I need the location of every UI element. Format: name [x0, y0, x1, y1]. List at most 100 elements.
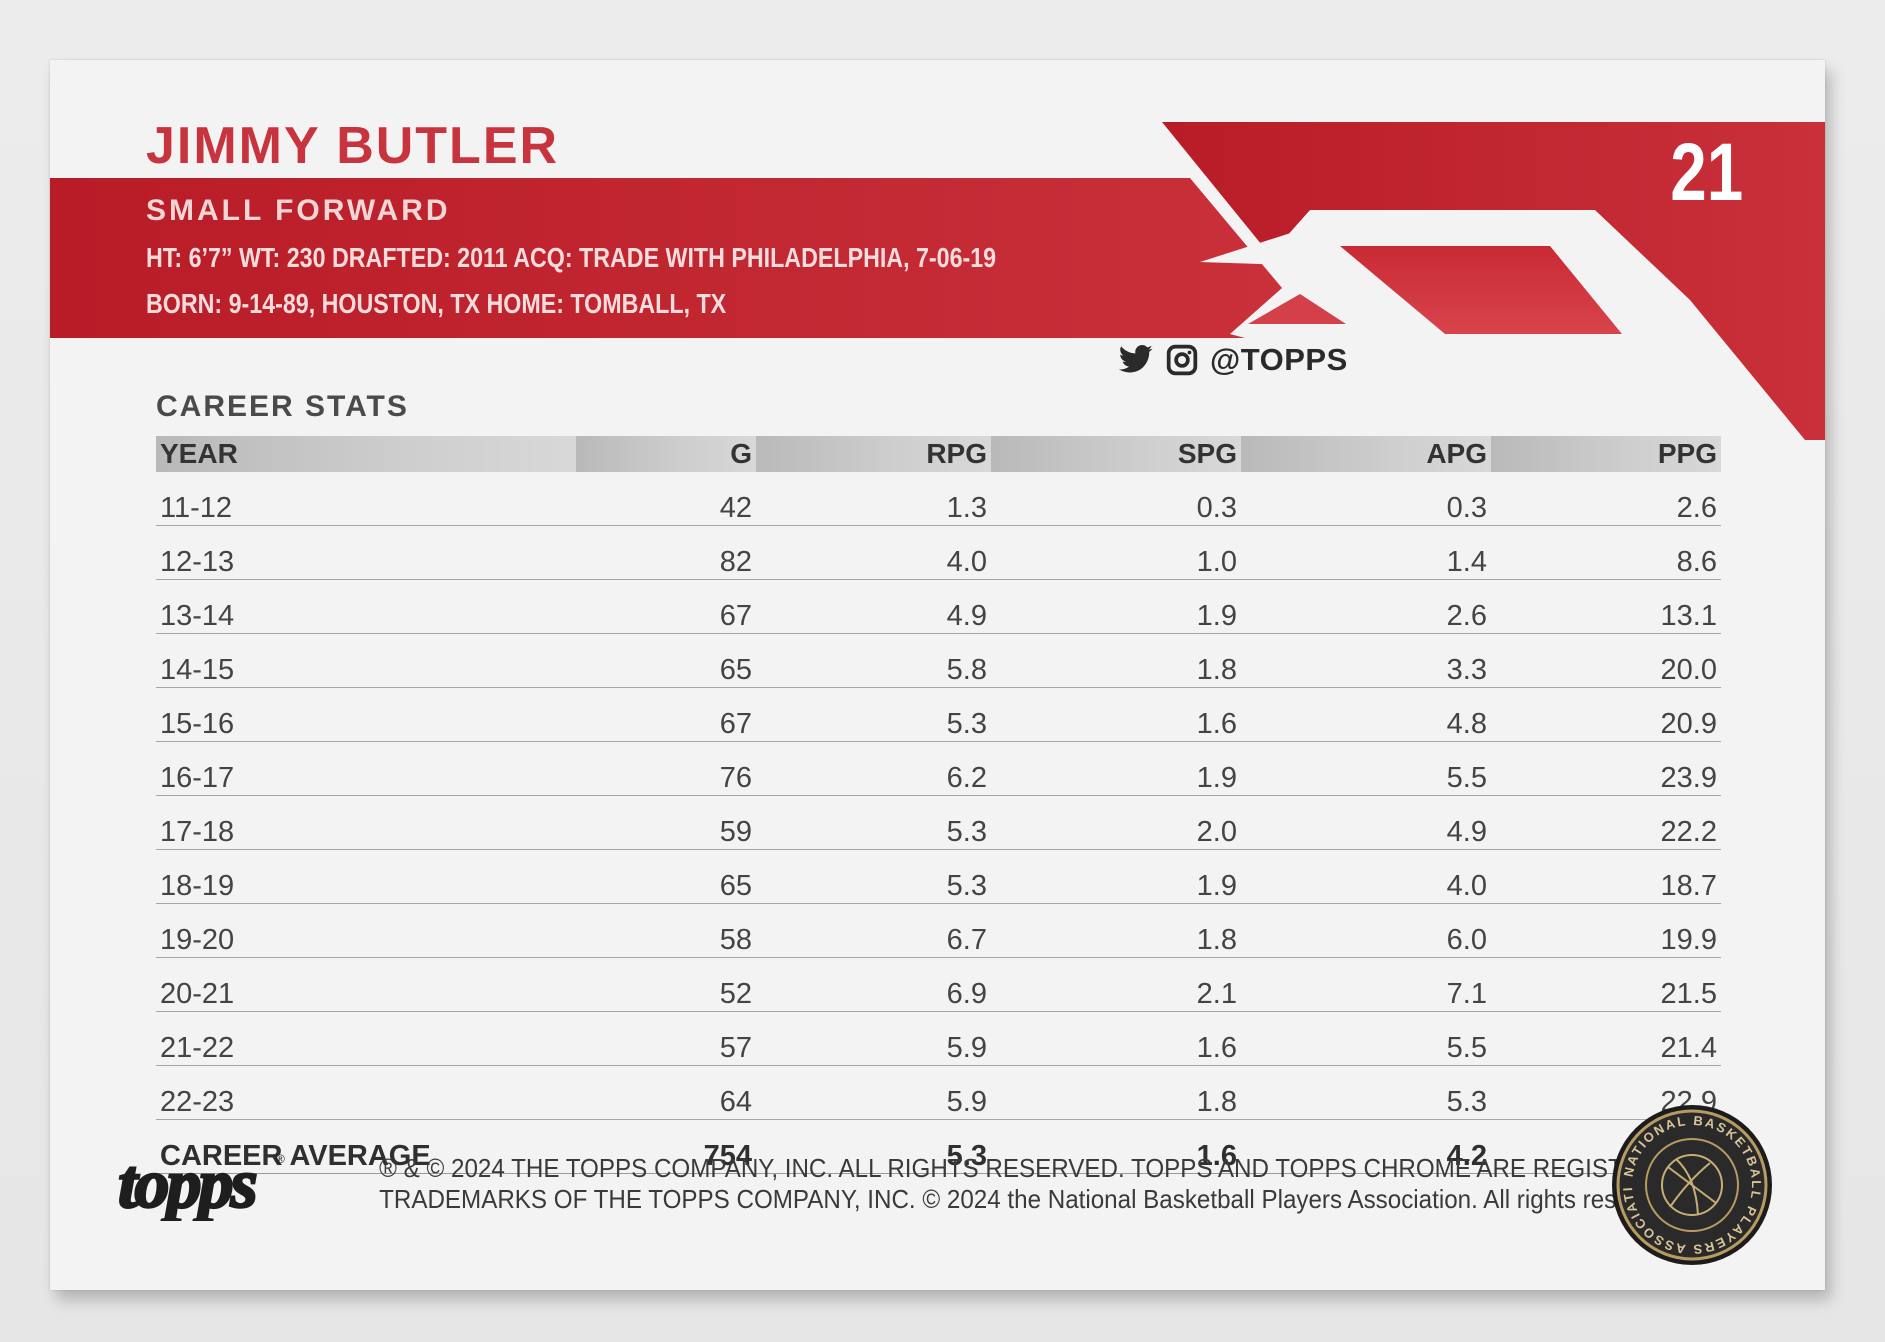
- cell-rpg: 6.9: [756, 957, 991, 1012]
- cell-rpg: 6.7: [756, 903, 991, 958]
- career-stats-title: CAREER STATS: [156, 390, 409, 423]
- cell-games: 52: [576, 957, 756, 1012]
- cell-ppg: 20.9: [1491, 687, 1721, 742]
- copyright-notice: ® & © 2024 THE TOPPS COMPANY, INC. ALL R…: [379, 1153, 1690, 1215]
- cell-year: 18-19: [156, 849, 576, 904]
- cell-spg: 1.9: [991, 741, 1241, 796]
- trading-card-back: JIMMY BUTLER SMALL FORWARD HT: 6’7” WT: …: [50, 60, 1825, 1290]
- table-row: 17-18 59 5.3 2.0 4.9 22.2: [156, 795, 1721, 850]
- card-number: 21: [1670, 127, 1743, 218]
- cell-games: 65: [576, 849, 756, 904]
- cell-games: 67: [576, 687, 756, 742]
- cell-ppg: 21.5: [1491, 957, 1721, 1012]
- cell-games: 42: [576, 472, 756, 526]
- cell-year: 21-22: [156, 1011, 576, 1066]
- cell-rpg: 5.3: [756, 849, 991, 904]
- table-row: 19-20 58 6.7 1.8 6.0 19.9: [156, 903, 1721, 958]
- table-row: 22-23 64 5.9 1.8 5.3 22.9: [156, 1065, 1721, 1120]
- cell-ppg: 19.9: [1491, 903, 1721, 958]
- cell-rpg: 5.9: [756, 1011, 991, 1066]
- cell-rpg: 5.3: [756, 687, 991, 742]
- table-row: 16-17 76 6.2 1.9 5.5 23.9: [156, 741, 1721, 796]
- career-stats-table: YEAR G RPG SPG APG PPG 11-12 42 1.3 0.3 …: [156, 436, 1721, 1174]
- cell-spg: 1.6: [991, 687, 1241, 742]
- cell-ppg: 21.4: [1491, 1011, 1721, 1066]
- column-header-spg: SPG: [991, 436, 1241, 472]
- table-row: 18-19 65 5.3 1.9 4.0 18.7: [156, 849, 1721, 904]
- cell-spg: 1.6: [991, 1011, 1241, 1066]
- cell-ppg: 20.0: [1491, 633, 1721, 688]
- cell-year: 16-17: [156, 741, 576, 796]
- cell-total-spg: 1.6: [991, 1119, 1241, 1174]
- cell-rpg: 6.2: [756, 741, 991, 796]
- column-header-apg: APG: [1241, 436, 1491, 472]
- cell-ppg: 23.9: [1491, 741, 1721, 796]
- cell-year: 14-15: [156, 633, 576, 688]
- cell-spg: 1.0: [991, 525, 1241, 580]
- cell-games: 67: [576, 579, 756, 634]
- cell-ppg: 8.6: [1491, 525, 1721, 580]
- cell-rpg: 1.3: [756, 472, 991, 526]
- table-row: 11-12 42 1.3 0.3 0.3 2.6: [156, 472, 1721, 526]
- cell-rpg: 5.3: [756, 795, 991, 850]
- cell-apg: 5.3: [1241, 1065, 1491, 1120]
- cell-rpg: 5.9: [756, 1065, 991, 1120]
- cell-apg: 2.6: [1241, 579, 1491, 634]
- cell-ppg: 13.1: [1491, 579, 1721, 634]
- table-header-row: YEAR G RPG SPG APG PPG: [156, 436, 1721, 472]
- column-header-games: G: [576, 436, 756, 472]
- cell-spg: 2.1: [991, 957, 1241, 1012]
- topps-logo: topps ®: [117, 1145, 285, 1221]
- cell-games: 64: [576, 1065, 756, 1120]
- cell-rpg: 4.0: [756, 525, 991, 580]
- table-row: 13-14 67 4.9 1.9 2.6 13.1: [156, 579, 1721, 634]
- cell-games: 76: [576, 741, 756, 796]
- cell-apg: 5.5: [1241, 741, 1491, 796]
- social-links: @TOPPS: [1118, 342, 1348, 378]
- card-red-banner: [50, 122, 1825, 440]
- cell-apg: 4.9: [1241, 795, 1491, 850]
- svg-text:topps: topps: [118, 1146, 256, 1221]
- svg-text:®: ®: [276, 1152, 285, 1166]
- player-name: JIMMY BUTLER: [146, 117, 560, 175]
- nbpa-seal: NATIONAL BASKETBALL PLAYERS ASSOCIATION: [1610, 1103, 1772, 1265]
- player-bio-line: HT: 6’7” WT: 230 DRAFTED: 2011 ACQ: TRAD…: [146, 242, 997, 273]
- cell-games: 58: [576, 903, 756, 958]
- cell-games: 65: [576, 633, 756, 688]
- twitter-icon: [1118, 345, 1153, 373]
- copyright-line: TRADEMARKS OF THE TOPPS COMPANY, INC. © …: [379, 1184, 1684, 1214]
- cell-games: 59: [576, 795, 756, 850]
- cell-ppg: 22.2: [1491, 795, 1721, 850]
- table-row: 14-15 65 5.8 1.8 3.3 20.0: [156, 633, 1721, 688]
- cell-apg: 5.5: [1241, 1011, 1491, 1066]
- table-row: 20-21 52 6.9 2.1 7.1 21.5: [156, 957, 1721, 1012]
- cell-year: 15-16: [156, 687, 576, 742]
- cell-spg: 1.9: [991, 579, 1241, 634]
- cell-year: 19-20: [156, 903, 576, 958]
- cell-apg: 4.8: [1241, 687, 1491, 742]
- cell-year: 17-18: [156, 795, 576, 850]
- social-handle: @TOPPS: [1210, 342, 1348, 377]
- cell-ppg: 2.6: [1491, 472, 1721, 526]
- table-row: 21-22 57 5.9 1.6 5.5 21.4: [156, 1011, 1721, 1066]
- cell-total-apg: 4.2: [1241, 1119, 1491, 1174]
- cell-apg: 1.4: [1241, 525, 1491, 580]
- player-birth-line: BORN: 9-14-89, HOUSTON, TX HOME: TOMBALL…: [146, 288, 727, 319]
- cell-games: 82: [576, 525, 756, 580]
- cell-year: 22-23: [156, 1065, 576, 1120]
- cell-year: 20-21: [156, 957, 576, 1012]
- cell-spg: 1.9: [991, 849, 1241, 904]
- table-row: 12-13 82 4.0 1.0 1.4 8.6: [156, 525, 1721, 580]
- cell-apg: 7.1: [1241, 957, 1491, 1012]
- instagram-icon: [1166, 344, 1198, 376]
- player-position: SMALL FORWARD: [146, 194, 451, 227]
- cell-year: 11-12: [156, 472, 576, 526]
- column-header-year: YEAR: [156, 436, 576, 472]
- column-header-ppg: PPG: [1491, 436, 1721, 472]
- cell-apg: 3.3: [1241, 633, 1491, 688]
- cell-spg: 0.3: [991, 472, 1241, 526]
- table-row: 15-16 67 5.3 1.6 4.8 20.9: [156, 687, 1721, 742]
- cell-total-games: 754: [576, 1119, 756, 1174]
- cell-total-rpg: 5.3: [756, 1119, 991, 1174]
- column-header-rpg: RPG: [756, 436, 991, 472]
